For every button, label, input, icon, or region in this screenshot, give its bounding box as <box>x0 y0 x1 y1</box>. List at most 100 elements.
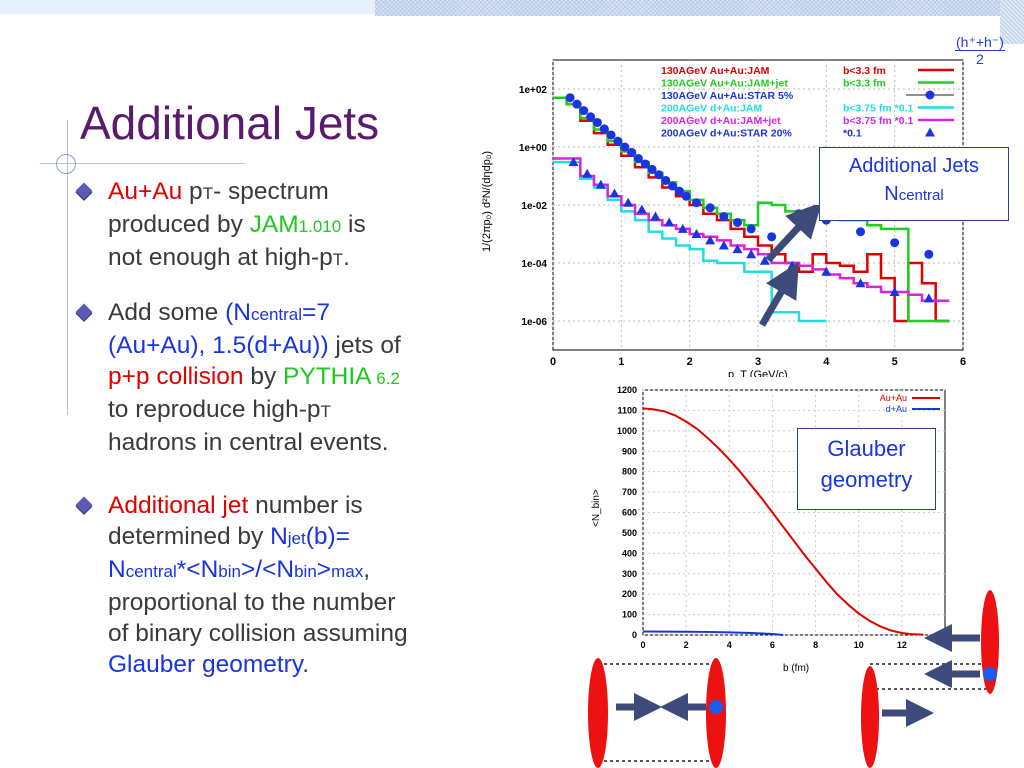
data-point <box>586 112 596 122</box>
legend-marker <box>925 90 935 100</box>
data-point <box>692 198 701 208</box>
x-tick-label: 6 <box>770 640 775 650</box>
bullet-text: is <box>341 211 366 238</box>
bullet-text: N <box>108 556 126 583</box>
bullet-text: JAM <box>249 211 299 238</box>
legend-label: 130AGeV Au+Au:JAM+jet <box>661 78 788 90</box>
spectrum-y-axis-label: 1/(2πp₀) d²N/(dηdp₀) <box>481 151 493 252</box>
subscript: T <box>332 250 344 269</box>
legend-label: 130AGeV Au+Au:JAM <box>661 65 770 77</box>
nbin-y-axis-label: <N_bin> <box>591 489 602 527</box>
bullet-text: (Au+Au), 1.5(d+Au)) <box>108 332 329 359</box>
y-tick-label: 1200 <box>617 385 637 395</box>
data-point <box>719 212 729 222</box>
subscript: bin <box>294 562 317 581</box>
data-point <box>767 232 777 242</box>
data-point <box>595 179 606 189</box>
corner-pattern <box>1000 0 1024 44</box>
spectrum-legend: 130AGeV Au+Au:JAM b<3.3 fm 130AGeV Au+Au:J… <box>661 65 954 140</box>
data-point <box>705 235 716 245</box>
data-point <box>606 130 616 140</box>
data-point <box>579 106 589 116</box>
decor-horizontal-line <box>40 163 245 164</box>
bullet-text: =7 <box>302 299 330 326</box>
x-tick-label: 4 <box>823 356 830 368</box>
data-point <box>705 203 715 213</box>
fraction-numerator: (h⁺+h⁻) <box>955 34 1005 51</box>
x-tick-label: 6 <box>960 356 966 368</box>
subscript: max <box>331 562 364 581</box>
callout-line: Glauber <box>827 436 906 461</box>
data-point <box>620 142 630 152</box>
y-tick-label: 1e+02 <box>519 85 548 96</box>
data-point <box>889 287 900 296</box>
x-tick-label: 2 <box>684 640 689 650</box>
legend-cut: *0.1 <box>843 128 862 140</box>
data-point <box>746 249 757 259</box>
callout-line: N <box>884 183 899 205</box>
data-point <box>718 240 729 250</box>
bullet-text: (b)= <box>305 523 350 550</box>
y-tick-label: 100 <box>622 610 637 620</box>
callout-arrows <box>758 205 820 327</box>
bullet-1: Au+Au pT- spectrum produced by JAM1.010 … <box>75 176 488 275</box>
x-tick-label: 3 <box>755 356 761 368</box>
data-point <box>582 168 593 178</box>
bullet-text: >/<N <box>240 556 295 583</box>
legend-label: 200AGeV d+Au:STAR 20% <box>661 128 792 140</box>
y-tick-label: 1100 <box>617 405 637 415</box>
y-tick-label: 1e+00 <box>519 143 548 154</box>
x-tick-label: 12 <box>897 640 907 650</box>
bullet-text: Glauber geometry <box>108 651 303 678</box>
bullet-2: Add some (Ncentral=7 (Au+Au), 1.5(d+Au))… <box>75 297 548 458</box>
y-tick-label: 1e-02 <box>521 201 547 212</box>
data-point <box>677 223 688 233</box>
bullet-text: (N <box>225 299 251 326</box>
subscript: T <box>320 402 331 421</box>
bullet-text: . <box>302 651 310 678</box>
y-tick-label: 400 <box>622 548 637 558</box>
arrow-icon <box>765 205 820 263</box>
legend-cut: b<3.3 fm <box>843 78 886 90</box>
nbin-ticks: 0 2 4 6 8 10 12 0 100 200 300 400 500 600 700 800 900 100… <box>617 385 907 650</box>
bullet-text: to reproduce high-p <box>108 396 321 423</box>
y-tick-label: 1000 <box>617 426 637 436</box>
data-point <box>623 197 634 207</box>
data-point <box>633 154 643 164</box>
bullet-text: produced by <box>108 211 250 238</box>
data-point <box>681 191 691 201</box>
subscript: central <box>250 305 303 324</box>
data-point <box>856 227 865 237</box>
subscript: 1.010 <box>298 217 342 236</box>
data-point <box>599 124 609 134</box>
legend-marker <box>925 127 935 137</box>
nucleus-icon <box>981 590 999 694</box>
collision-diagram <box>588 590 999 768</box>
y-tick-label: 500 <box>622 528 637 538</box>
x-tick-label: 4 <box>727 640 732 650</box>
data-point <box>674 186 684 196</box>
bullet-3: Additional jet number is determined by N… <box>75 490 548 680</box>
bullet-text: hadrons in central events. <box>108 429 389 456</box>
data-point <box>821 266 832 276</box>
data-point <box>572 99 582 109</box>
bullet-text: N <box>270 523 288 550</box>
data-point <box>890 238 900 248</box>
data-point <box>640 159 650 169</box>
bullet-text: of binary collision assuming <box>108 620 408 647</box>
legend-label: 130AGeV Au+Au:STAR 5% <box>661 90 794 102</box>
bullet-text: Au+Au <box>108 178 183 205</box>
legend-label: 200AGeV d+Au:JAM+jet <box>661 115 781 127</box>
subscript: 6.2 <box>371 369 400 388</box>
series-line <box>642 407 924 636</box>
data-point <box>661 175 671 185</box>
arrow-icon <box>758 261 799 327</box>
data-point <box>923 293 934 303</box>
bullet-text: p <box>182 178 203 205</box>
spectrum-x-axis-label: p_T (GeV/c) <box>728 369 788 377</box>
callout-line: geometry <box>820 467 913 492</box>
data-point <box>654 170 664 180</box>
x-tick-label: 0 <box>550 356 556 368</box>
data-point <box>668 181 678 191</box>
diamond-bullet-icon <box>75 182 93 200</box>
